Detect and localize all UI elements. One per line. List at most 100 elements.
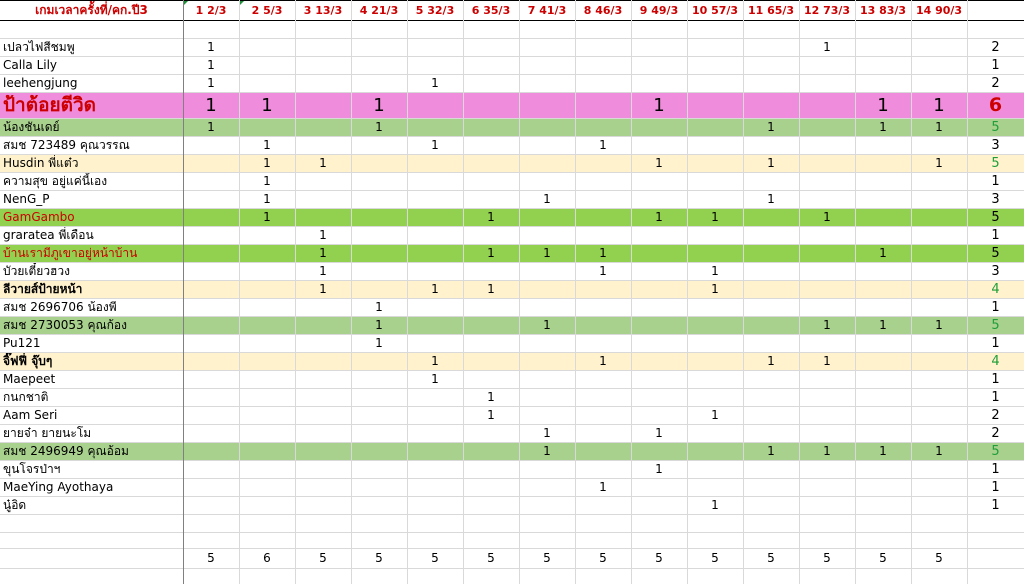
- score-cell[interactable]: [519, 334, 575, 352]
- score-cell[interactable]: 1: [207, 40, 215, 54]
- score-cell[interactable]: [351, 226, 407, 244]
- score-cell[interactable]: [631, 226, 687, 244]
- score-cell[interactable]: [463, 316, 519, 334]
- score-cell[interactable]: [799, 406, 855, 424]
- column-header[interactable]: 6 35/3: [471, 3, 511, 17]
- score-cell[interactable]: [575, 388, 631, 406]
- score-cell[interactable]: [575, 334, 631, 352]
- score-cell[interactable]: 1: [373, 94, 385, 116]
- score-cell[interactable]: [351, 496, 407, 514]
- score-cell[interactable]: [519, 406, 575, 424]
- player-name-cell[interactable]: ความสุข อยู่แค่นี้เอง: [3, 173, 108, 188]
- row-total-cell[interactable]: 4: [991, 353, 1000, 369]
- score-cell[interactable]: [687, 136, 743, 154]
- score-cell[interactable]: [407, 56, 463, 74]
- score-cell[interactable]: [407, 424, 463, 442]
- score-cell[interactable]: 1: [655, 426, 663, 440]
- score-cell[interactable]: [911, 352, 967, 370]
- score-cell[interactable]: [351, 38, 407, 56]
- score-cell[interactable]: [463, 136, 519, 154]
- score-cell[interactable]: 1: [375, 318, 383, 332]
- player-name-cell[interactable]: ลีวายส์ป้ายหน้า: [3, 281, 83, 296]
- score-cell[interactable]: [351, 370, 407, 388]
- score-cell[interactable]: [295, 460, 351, 478]
- score-cell[interactable]: [575, 226, 631, 244]
- score-cell[interactable]: [743, 280, 799, 298]
- score-cell[interactable]: [631, 74, 687, 92]
- score-cell[interactable]: [743, 172, 799, 190]
- score-cell[interactable]: 1: [207, 120, 215, 134]
- score-cell[interactable]: [631, 172, 687, 190]
- score-cell[interactable]: [463, 424, 519, 442]
- score-cell[interactable]: [407, 388, 463, 406]
- score-cell[interactable]: [183, 226, 239, 244]
- player-name-cell[interactable]: Calla Lily: [3, 58, 58, 72]
- player-name-cell[interactable]: NenG_P: [3, 192, 50, 206]
- score-cell[interactable]: [799, 334, 855, 352]
- score-cell[interactable]: [519, 74, 575, 92]
- score-cell[interactable]: [463, 334, 519, 352]
- score-cell[interactable]: 1: [263, 210, 271, 224]
- score-cell[interactable]: [855, 460, 911, 478]
- score-cell[interactable]: [463, 74, 519, 92]
- score-cell[interactable]: [575, 424, 631, 442]
- score-cell[interactable]: [463, 370, 519, 388]
- score-cell[interactable]: [743, 298, 799, 316]
- score-cell[interactable]: [743, 136, 799, 154]
- score-cell[interactable]: [687, 92, 743, 118]
- score-cell[interactable]: [631, 406, 687, 424]
- player-name-cell[interactable]: graratea พี่เดือน: [3, 227, 94, 242]
- score-cell[interactable]: [911, 172, 967, 190]
- score-cell[interactable]: [239, 496, 295, 514]
- score-cell[interactable]: [463, 262, 519, 280]
- score-cell[interactable]: 1: [599, 138, 607, 152]
- row-total-cell[interactable]: 2: [991, 407, 1000, 423]
- score-cell[interactable]: [463, 442, 519, 460]
- score-cell[interactable]: [799, 92, 855, 118]
- player-name-cell[interactable]: Husdin พี่แต๋ว: [3, 155, 79, 170]
- score-cell[interactable]: 1: [879, 318, 887, 332]
- score-cell[interactable]: [575, 496, 631, 514]
- score-cell[interactable]: [799, 190, 855, 208]
- score-cell[interactable]: [183, 388, 239, 406]
- score-cell[interactable]: 1: [823, 354, 831, 368]
- score-cell[interactable]: [239, 38, 295, 56]
- score-cell[interactable]: [911, 406, 967, 424]
- score-cell[interactable]: 1: [375, 300, 383, 314]
- score-cell[interactable]: [295, 478, 351, 496]
- score-cell[interactable]: [743, 316, 799, 334]
- score-cell[interactable]: [743, 334, 799, 352]
- score-cell[interactable]: 1: [935, 318, 943, 332]
- score-cell[interactable]: [407, 442, 463, 460]
- score-cell[interactable]: [911, 226, 967, 244]
- score-cell[interactable]: [799, 154, 855, 172]
- score-cell[interactable]: [183, 154, 239, 172]
- score-cell[interactable]: [463, 56, 519, 74]
- column-header[interactable]: 9 49/3: [639, 3, 679, 17]
- score-cell[interactable]: [743, 226, 799, 244]
- score-cell[interactable]: 1: [543, 246, 551, 260]
- score-cell[interactable]: 1: [543, 444, 551, 458]
- score-cell[interactable]: 1: [879, 120, 887, 134]
- score-cell[interactable]: [855, 388, 911, 406]
- score-cell[interactable]: [631, 298, 687, 316]
- score-cell[interactable]: 1: [653, 94, 665, 116]
- score-cell[interactable]: [855, 478, 911, 496]
- score-cell[interactable]: [351, 244, 407, 262]
- score-cell[interactable]: [407, 496, 463, 514]
- score-cell[interactable]: [295, 56, 351, 74]
- score-cell[interactable]: 1: [431, 138, 439, 152]
- score-cell[interactable]: [295, 298, 351, 316]
- score-cell[interactable]: 1: [599, 354, 607, 368]
- score-cell[interactable]: [351, 262, 407, 280]
- score-cell[interactable]: 1: [319, 282, 327, 296]
- player-name-cell[interactable]: Pu121: [3, 336, 41, 350]
- score-cell[interactable]: [463, 172, 519, 190]
- score-cell[interactable]: [575, 56, 631, 74]
- score-cell[interactable]: [351, 280, 407, 298]
- score-cell[interactable]: [855, 172, 911, 190]
- score-cell[interactable]: [351, 406, 407, 424]
- score-cell[interactable]: 1: [375, 336, 383, 350]
- row-total-cell[interactable]: 1: [991, 389, 1000, 405]
- row-total-cell[interactable]: 1: [991, 479, 1000, 495]
